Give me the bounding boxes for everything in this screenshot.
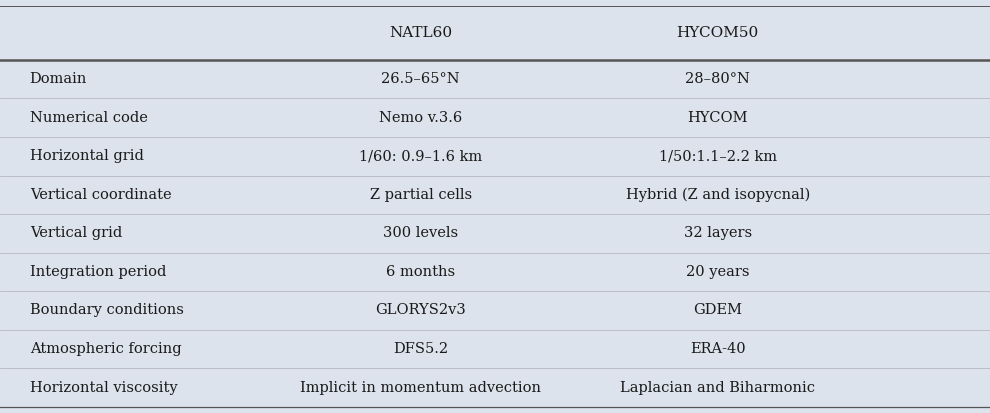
Text: Integration period: Integration period: [30, 265, 166, 279]
Text: ERA-40: ERA-40: [690, 342, 745, 356]
Text: GLORYS2v3: GLORYS2v3: [375, 304, 466, 318]
Text: Domain: Domain: [30, 72, 87, 86]
Text: Atmospheric forcing: Atmospheric forcing: [30, 342, 181, 356]
Text: Horizontal grid: Horizontal grid: [30, 149, 144, 163]
Text: Boundary conditions: Boundary conditions: [30, 304, 183, 318]
Text: Horizontal viscosity: Horizontal viscosity: [30, 380, 177, 394]
Text: Hybrid (Z and isopycnal): Hybrid (Z and isopycnal): [626, 188, 810, 202]
Text: 300 levels: 300 levels: [383, 226, 458, 240]
Text: 26.5–65°N: 26.5–65°N: [381, 72, 460, 86]
Text: 1/60: 0.9–1.6 km: 1/60: 0.9–1.6 km: [359, 149, 482, 163]
Text: Laplacian and Biharmonic: Laplacian and Biharmonic: [621, 380, 815, 394]
Text: 6 months: 6 months: [386, 265, 455, 279]
Text: 1/50:1.1–2.2 km: 1/50:1.1–2.2 km: [658, 149, 777, 163]
Text: 32 layers: 32 layers: [684, 226, 751, 240]
Text: 20 years: 20 years: [686, 265, 749, 279]
Text: NATL60: NATL60: [389, 26, 452, 40]
Text: GDEM: GDEM: [693, 304, 742, 318]
Text: Nemo v.3.6: Nemo v.3.6: [379, 111, 462, 125]
Text: Implicit in momentum advection: Implicit in momentum advection: [300, 380, 542, 394]
Text: Vertical grid: Vertical grid: [30, 226, 122, 240]
Text: Z partial cells: Z partial cells: [369, 188, 472, 202]
Text: DFS5.2: DFS5.2: [393, 342, 448, 356]
Text: Numerical code: Numerical code: [30, 111, 148, 125]
Text: HYCOM: HYCOM: [687, 111, 748, 125]
Text: 28–80°N: 28–80°N: [685, 72, 750, 86]
Text: HYCOM50: HYCOM50: [676, 26, 759, 40]
Text: Vertical coordinate: Vertical coordinate: [30, 188, 171, 202]
